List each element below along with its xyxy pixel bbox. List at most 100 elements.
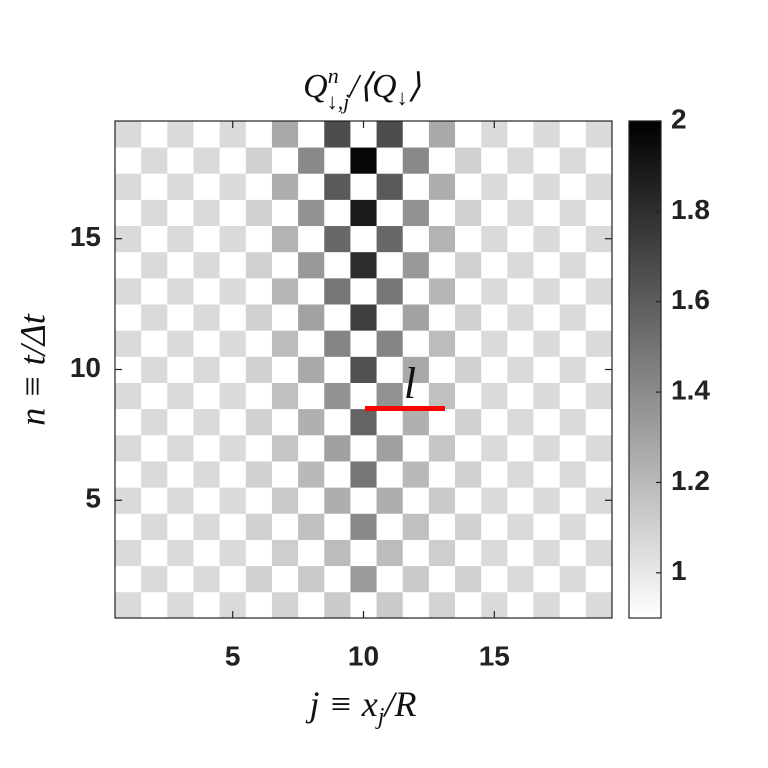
cell — [324, 304, 351, 331]
cell — [481, 251, 508, 279]
cell — [193, 225, 221, 253]
cell — [324, 225, 351, 253]
colorbar-step — [629, 374, 661, 380]
cell — [219, 539, 247, 567]
cell — [245, 513, 273, 540]
cell — [245, 487, 273, 514]
cell — [350, 199, 377, 227]
colorbar-step — [629, 583, 661, 589]
cell — [245, 121, 273, 148]
cell — [193, 487, 221, 514]
cell — [376, 408, 404, 436]
cell — [167, 565, 194, 593]
cell — [298, 225, 325, 253]
cell — [324, 382, 351, 410]
cell — [402, 565, 430, 593]
colorbar-step — [629, 250, 661, 256]
cell — [455, 513, 482, 540]
cell — [219, 408, 247, 436]
cell — [481, 461, 508, 488]
colorbar-frame — [628, 120, 662, 619]
cell — [428, 565, 456, 593]
cell — [559, 565, 587, 593]
cell — [271, 591, 299, 619]
cell — [533, 173, 561, 200]
colorbar-tick-label: 1.6 — [671, 284, 710, 315]
colorbar-step — [629, 344, 661, 351]
annotation-label: l — [404, 359, 416, 408]
cell — [559, 173, 587, 200]
cell — [167, 487, 194, 514]
colorbar-step — [629, 280, 661, 286]
cell — [481, 330, 508, 357]
cell — [167, 330, 194, 357]
cell — [245, 173, 273, 200]
cell — [533, 461, 561, 488]
colorbar-step — [629, 533, 661, 539]
title-part: ⟩ — [408, 68, 421, 105]
cell — [324, 277, 351, 305]
cell — [533, 591, 561, 619]
cell — [585, 199, 613, 227]
cell — [402, 121, 430, 148]
colorbar-step — [629, 498, 661, 505]
cell — [167, 199, 194, 227]
cell — [141, 251, 168, 279]
cell — [141, 591, 168, 619]
cell — [585, 539, 613, 567]
cell — [141, 434, 168, 462]
colorbar-tick-label: 1.4 — [671, 374, 710, 405]
heatmap — [115, 121, 613, 619]
cell — [115, 121, 142, 148]
cell — [350, 173, 377, 200]
cell — [376, 539, 404, 567]
cell — [141, 330, 168, 357]
colorbar-step — [629, 309, 661, 316]
cell — [298, 382, 325, 410]
cell — [350, 304, 377, 331]
colorbar-step — [629, 414, 661, 420]
cell — [481, 408, 508, 436]
colorbar-step — [629, 449, 661, 455]
colorbar-step — [629, 270, 661, 276]
cell — [350, 408, 377, 436]
cell — [324, 147, 351, 174]
cell — [507, 513, 534, 540]
colorbar-step — [629, 294, 661, 301]
cell — [115, 251, 142, 279]
colorbar-tick-label: 1.8 — [671, 194, 710, 225]
colorbar-step — [629, 225, 661, 231]
cell — [324, 173, 351, 200]
cell — [167, 251, 194, 279]
cell — [428, 434, 456, 462]
cell — [402, 173, 430, 200]
colorbar-step — [629, 289, 661, 296]
cell — [585, 591, 613, 619]
cell — [115, 304, 142, 331]
cell — [481, 199, 508, 227]
cell — [376, 330, 404, 357]
cell — [167, 591, 194, 619]
cell — [428, 513, 456, 540]
colorbar-step — [629, 419, 661, 425]
cell — [271, 330, 299, 357]
colorbar-step — [629, 140, 661, 147]
cell — [585, 330, 613, 357]
cell — [350, 434, 377, 462]
colorbar-step — [629, 588, 661, 594]
cell — [167, 461, 194, 488]
cell — [507, 565, 534, 593]
colorbar-step — [629, 121, 661, 127]
colorbar-step — [629, 195, 661, 202]
cell — [219, 251, 247, 279]
cell — [585, 513, 613, 540]
cell — [298, 591, 325, 619]
cell — [559, 382, 587, 410]
colorbar-step — [629, 205, 661, 211]
cell — [533, 225, 561, 253]
cell — [141, 382, 168, 410]
cell — [167, 277, 194, 305]
cell — [559, 147, 587, 174]
cell — [167, 304, 194, 331]
colorbar-step — [629, 165, 661, 172]
